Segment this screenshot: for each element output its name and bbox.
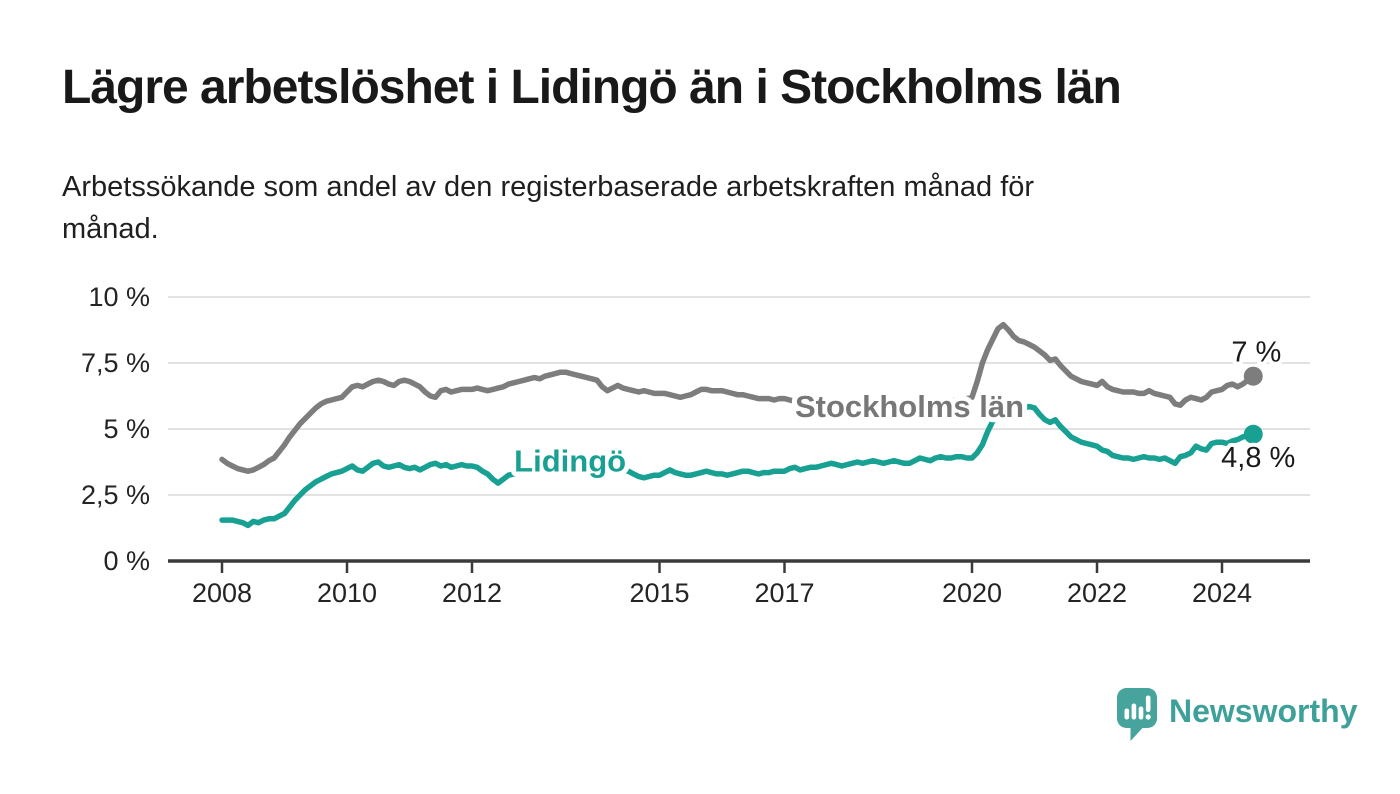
newsworthy-wordmark: Newsworthy xyxy=(1169,693,1358,729)
x-tick-label: 2010 xyxy=(317,578,377,608)
logo-exclamation-bar xyxy=(1145,695,1151,712)
series-label-lidingö: Lidingö xyxy=(514,444,626,479)
x-tick-label: 2022 xyxy=(1067,578,1127,608)
x-tick-label: 2008 xyxy=(192,578,252,608)
y-tick-label: 2,5 % xyxy=(81,480,150,510)
end-value-annotation-stockholms-län: 7 % xyxy=(1231,337,1281,369)
logo-exclamation-dot xyxy=(1145,714,1151,720)
x-tick-label: 2020 xyxy=(942,578,1002,608)
x-tick-label: 2012 xyxy=(442,578,502,608)
newsworthy-brand: Newsworthy xyxy=(1117,688,1357,741)
page-title: Lägre arbetslöshet i Lidingö än i Stockh… xyxy=(62,61,1122,114)
x-tick-label: 2015 xyxy=(629,578,689,608)
end-value-annotation-lidingö: 4,8 % xyxy=(1221,442,1295,474)
chart-area: 2008 2010 2012 2015 2017 2020 2022 2024 0 % 2,5 %… xyxy=(0,260,1400,620)
series-line-lidingö xyxy=(219,403,1257,529)
x-tick-label: 2017 xyxy=(754,578,814,608)
subtitle-line-1: Arbetssökande som andel av den registerb… xyxy=(62,171,1035,203)
x-tick-label: 2024 xyxy=(1192,578,1252,608)
y-tick-label: 5 % xyxy=(103,414,150,444)
series-end-dot-stockholms-län xyxy=(1243,366,1263,386)
y-tick-label: 7,5 % xyxy=(81,348,150,378)
series-end-dot-lidingö xyxy=(1243,424,1263,444)
unemployment-line-chart: 2008 2010 2012 2015 2017 2020 2022 2024 0 % 2,5 %… xyxy=(81,282,1310,608)
chart-subtitle: Arbetssökande som andel av den registerb… xyxy=(62,166,1262,250)
y-tick-label: 0 % xyxy=(103,546,150,576)
series-label-stockholms-län: Stockholms län xyxy=(795,389,1024,424)
logo-bar-3 xyxy=(1138,706,1144,720)
logo-bar-1 xyxy=(1124,708,1130,720)
logo-bar-2 xyxy=(1131,703,1137,720)
y-tick-label: 10 % xyxy=(88,282,150,312)
series-line-stockholms-län xyxy=(219,321,1257,474)
newsworthy-logo-icon xyxy=(1117,688,1157,741)
subtitle-line-2: månad. xyxy=(62,213,159,246)
